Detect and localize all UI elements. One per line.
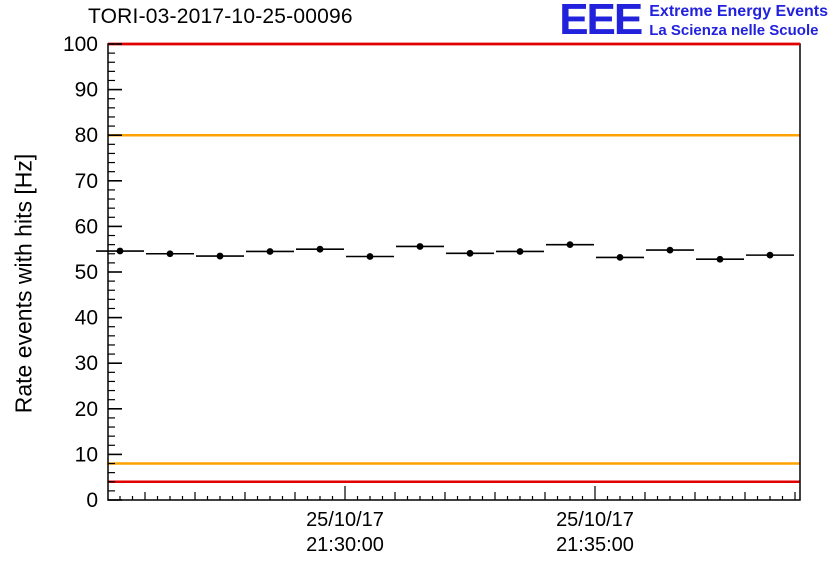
svg-text:25/10/17: 25/10/17 bbox=[306, 509, 384, 531]
svg-text:90: 90 bbox=[75, 79, 98, 102]
eee-logo: EEE Extreme Energy Events La Scienza nel… bbox=[559, 0, 828, 44]
eee-logo-mark: EEE bbox=[559, 0, 643, 44]
eee-logo-text: Extreme Energy Events La Scienza nelle S… bbox=[649, 2, 828, 40]
eee-logo-line1: Extreme Energy Events bbox=[649, 3, 828, 20]
svg-text:25/10/17: 25/10/17 bbox=[556, 509, 634, 531]
svg-text:40: 40 bbox=[75, 307, 98, 330]
svg-text:80: 80 bbox=[75, 124, 98, 147]
svg-text:0: 0 bbox=[86, 489, 98, 512]
svg-text:100: 100 bbox=[63, 33, 98, 56]
svg-text:21:35:00: 21:35:00 bbox=[556, 534, 634, 556]
svg-text:20: 20 bbox=[75, 398, 98, 421]
eee-logo-line2: La Scienza nelle Scuole bbox=[649, 22, 819, 39]
svg-text:30: 30 bbox=[75, 352, 98, 375]
y-axis-label: Rate events with hits [Hz] bbox=[10, 153, 37, 414]
chart-title: TORI-03-2017-10-25-00096 bbox=[88, 5, 353, 28]
svg-text:70: 70 bbox=[75, 170, 98, 193]
svg-text:60: 60 bbox=[75, 215, 98, 238]
svg-text:21:30:00: 21:30:00 bbox=[306, 534, 384, 556]
svg-text:50: 50 bbox=[75, 261, 98, 284]
svg-text:10: 10 bbox=[75, 443, 98, 466]
